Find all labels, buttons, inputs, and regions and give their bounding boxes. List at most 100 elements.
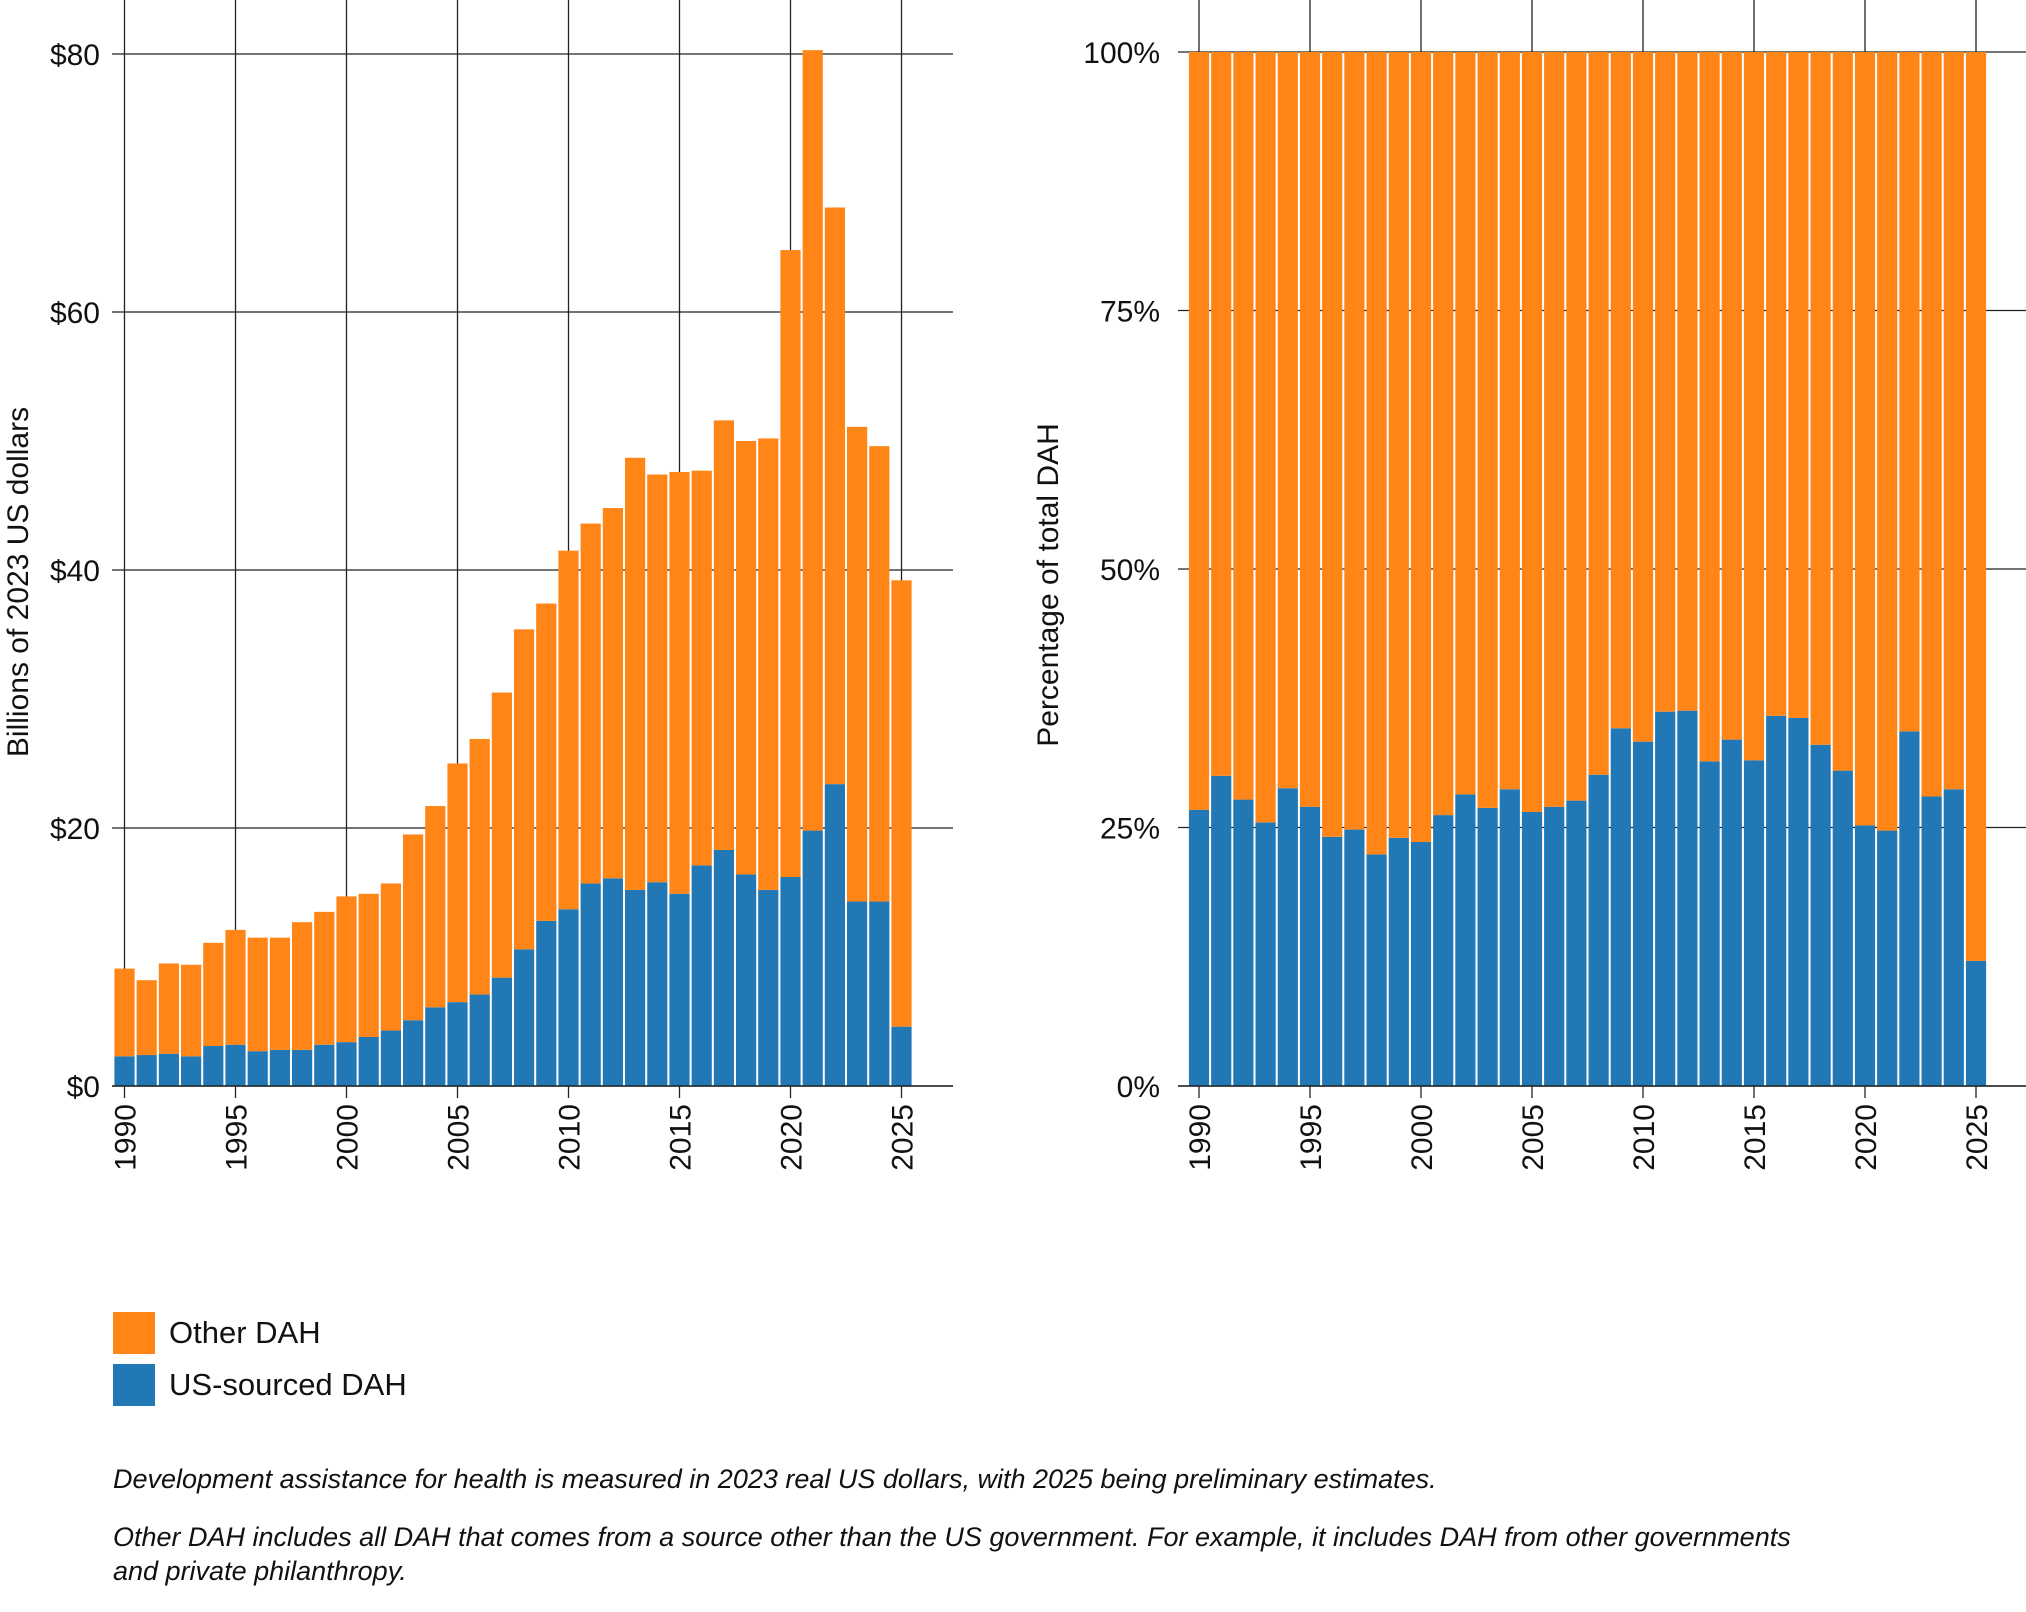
bar-us: [380, 1030, 401, 1086]
bar-us: [847, 901, 868, 1086]
bar-other: [447, 763, 468, 1003]
bar-us: [891, 1026, 912, 1086]
bar-us: [736, 874, 757, 1086]
y-tick-label: 0%: [1117, 1071, 1160, 1104]
bar-other: [1721, 52, 1742, 740]
bar-other: [1455, 52, 1476, 795]
y-tick-label: 75%: [1100, 296, 1160, 329]
bar-us: [447, 1002, 468, 1086]
bar-us: [1566, 800, 1587, 1086]
bar-us: [1677, 710, 1698, 1086]
bar-us: [292, 1049, 313, 1086]
bar-us: [1255, 822, 1276, 1086]
bar-us: [1921, 796, 1942, 1086]
bar-us: [181, 1056, 202, 1086]
bar-other: [780, 250, 801, 878]
x-tick-label: 2005: [443, 1104, 476, 1171]
bar-us: [1832, 770, 1853, 1086]
charts-area: $0 $20 $40 $60 $80 1990 1995 2000 2005 2010 2015 20…: [2, 0, 2026, 1171]
bar-us: [647, 882, 668, 1086]
bar-other: [558, 550, 579, 910]
y-tick-label: $80: [50, 39, 100, 72]
x-tick-label: 2025: [887, 1104, 920, 1171]
x-tick-label: 1990: [1184, 1104, 1217, 1171]
bar-us: [1433, 815, 1454, 1086]
bar-us: [1211, 775, 1232, 1086]
bar-us: [824, 784, 845, 1086]
bar-other: [1366, 52, 1387, 855]
legend-swatch-us: [113, 1364, 155, 1406]
bar-us: [114, 1056, 135, 1086]
bar-other: [181, 964, 202, 1057]
y-tick-label: $0: [67, 1071, 100, 1104]
bar-other: [1499, 52, 1520, 790]
note-other-dah: Other DAH includes all DAH that comes fr…: [113, 1522, 1791, 1586]
notes: Development assistance for health is mea…: [113, 1462, 1813, 1612]
bar-other: [469, 738, 490, 995]
y-axis-title: Billions of 2023 US dollars: [2, 407, 35, 757]
bar-us: [1877, 830, 1898, 1086]
bar-us: [1544, 806, 1565, 1086]
legend-label-other: Other DAH: [169, 1315, 321, 1350]
bar-us: [1655, 711, 1676, 1086]
bar-us: [558, 909, 579, 1086]
x-tick-label: 1995: [221, 1104, 254, 1171]
bar-other: [824, 207, 845, 785]
bar-other: [536, 603, 557, 921]
y-tick-label: $20: [50, 813, 100, 846]
x-tick-label: 2010: [1628, 1104, 1661, 1171]
bar-us: [669, 893, 690, 1086]
y-tick-label: 25%: [1100, 813, 1160, 846]
x-tick-label: 1990: [110, 1104, 143, 1171]
bar-us: [269, 1049, 290, 1086]
bar-us: [358, 1036, 379, 1086]
bar-other: [1566, 52, 1587, 801]
bar-us: [336, 1042, 357, 1086]
bar-us: [602, 878, 623, 1086]
bar-other: [491, 692, 512, 978]
bar-us: [1455, 794, 1476, 1086]
bar-us: [225, 1044, 246, 1086]
bar-us: [1899, 731, 1920, 1086]
bar-us: [1322, 836, 1343, 1086]
legend-item-us: US-sourced DAH: [113, 1364, 407, 1406]
bar-other: [647, 474, 668, 883]
bar-us: [1499, 789, 1520, 1086]
bar-other: [1854, 52, 1876, 826]
x-tick-label: 1995: [1295, 1104, 1328, 1171]
bar-other: [1610, 52, 1631, 729]
legend-label-us: US-sourced DAH: [169, 1367, 407, 1402]
bar-us: [203, 1046, 224, 1086]
bar-other: [225, 929, 246, 1045]
y-tick-label: 100%: [1083, 37, 1160, 70]
bar-us: [869, 901, 890, 1086]
legend-item-other: Other DAH: [113, 1312, 407, 1354]
bar-other: [380, 883, 401, 1031]
bar-other: [580, 523, 601, 884]
bar-us: [802, 830, 823, 1086]
bar-other: [1699, 52, 1720, 762]
bar-us: [403, 1020, 424, 1086]
bar-us: [1233, 799, 1254, 1086]
bar-other: [269, 937, 290, 1050]
x-tick-label: 2015: [665, 1104, 698, 1171]
bar-us: [536, 920, 557, 1086]
bar-us: [1788, 717, 1809, 1086]
bar-us: [314, 1044, 335, 1086]
legend: Other DAH US-sourced DAH: [113, 1312, 407, 1416]
y-tick-label: 50%: [1100, 554, 1160, 587]
bar-us: [469, 994, 490, 1086]
bar-other: [1632, 52, 1654, 742]
bar-other: [358, 893, 379, 1037]
bar-other: [713, 420, 734, 850]
bar-other: [425, 806, 446, 1008]
bar-us: [625, 889, 646, 1086]
chart-share-dah: 0% 25% 50% 75% 100% 1990 1995 2000 2005 2010 2015 2…: [1032, 0, 2026, 1171]
bar-other: [1255, 52, 1276, 823]
y-tick-label: $60: [50, 297, 100, 330]
bar-other: [869, 446, 890, 902]
y-axis-title: Percentage of total DAH: [1032, 423, 1065, 747]
bar-us: [580, 883, 601, 1086]
bar-other: [1655, 52, 1676, 712]
bar-other: [758, 438, 779, 890]
